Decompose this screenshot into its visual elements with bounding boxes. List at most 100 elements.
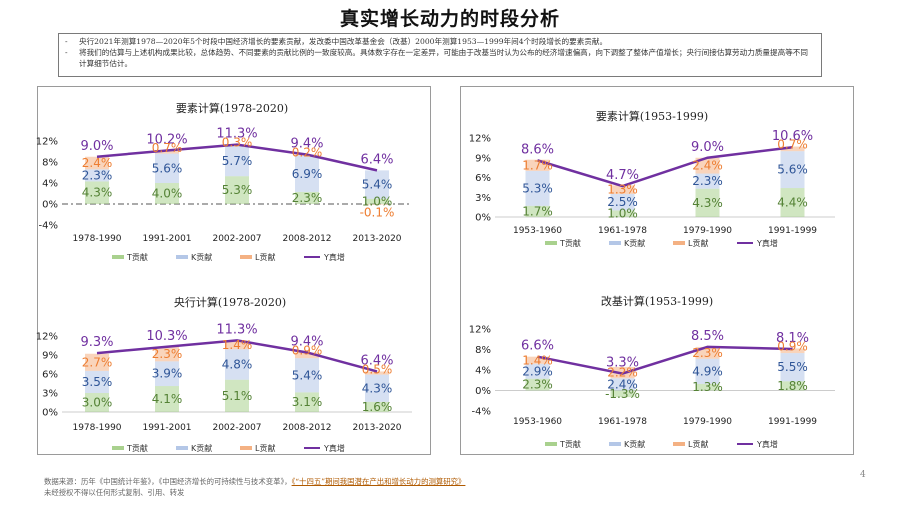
data-label-T: 1.0% bbox=[607, 207, 638, 221]
data-label-Y: 8.6% bbox=[521, 142, 554, 157]
data-label-K: 5.6% bbox=[152, 161, 183, 175]
x-tick-label: 1978-1990 bbox=[72, 234, 121, 244]
data-label-L: 0.2% bbox=[292, 146, 323, 160]
data-label-T: 4.1% bbox=[152, 392, 183, 406]
legend-label: L贡献 bbox=[255, 443, 275, 453]
data-label-T: 4.0% bbox=[152, 187, 183, 201]
y-tick-label: 4% bbox=[42, 179, 58, 190]
data-label-K: 2.5% bbox=[607, 195, 638, 209]
data-label-L: 2.3% bbox=[152, 347, 183, 361]
bar-K-3 bbox=[780, 353, 805, 382]
x-tick-label: 1991-1999 bbox=[768, 226, 817, 236]
bar-L-3 bbox=[780, 348, 805, 354]
bar-T-0 bbox=[85, 181, 109, 204]
source-note: 数据来源：历年《中国统计年鉴》，《中国经济增长的可持续性与技术变革》，《“十四五… bbox=[44, 476, 744, 498]
data-label-T: 4.3% bbox=[82, 186, 113, 200]
bar-L-2 bbox=[695, 157, 720, 174]
data-label-Y: 9.3% bbox=[80, 335, 113, 350]
y-tick-label: -4% bbox=[472, 407, 491, 418]
data-label-Y: 6.4% bbox=[360, 353, 393, 368]
y-tick-label: -4% bbox=[39, 221, 58, 232]
x-tick-label: 1978-1990 bbox=[72, 423, 121, 433]
data-label-Y: 6.6% bbox=[521, 339, 554, 354]
data-label-T: 1.3% bbox=[692, 380, 723, 394]
y-tick-label: 12% bbox=[36, 332, 58, 343]
data-label-K: 2.3% bbox=[82, 168, 113, 182]
bar-K-2 bbox=[225, 146, 249, 177]
legend-label: K贡献 bbox=[191, 252, 212, 262]
data-label-Y: 8.5% bbox=[691, 329, 724, 344]
legend-label: Y真增 bbox=[323, 443, 345, 453]
y-tick-label: 0% bbox=[475, 213, 491, 224]
y-tick-label: 8% bbox=[42, 158, 58, 169]
bar-L-4 bbox=[365, 371, 389, 375]
bar-T-1 bbox=[610, 210, 635, 217]
bar-T-4 bbox=[365, 401, 389, 412]
bar-K-2 bbox=[695, 358, 720, 384]
bar-L-4 bbox=[365, 204, 389, 205]
data-label-L: 0.5% bbox=[362, 362, 393, 376]
note-item: - 将我们的估算与上述机构成果比较，总体趋势、不同要素的贡献比例的一致度较高。具… bbox=[65, 47, 815, 69]
y-tick-label: 12% bbox=[36, 137, 58, 148]
bar-T-3 bbox=[780, 188, 805, 217]
data-label-Y: 4.7% bbox=[606, 168, 639, 183]
data-label-L: 1.4% bbox=[222, 338, 253, 352]
x-tick-label: 2002-2007 bbox=[212, 234, 261, 244]
legend-label: Y真增 bbox=[323, 252, 345, 262]
bar-K-3 bbox=[295, 358, 319, 393]
chart-title: 要素计算(1953-1999) bbox=[596, 109, 708, 123]
source-link[interactable]: 《“十四五”期间我国潜在产出和增长动力的测算研究》 bbox=[291, 477, 466, 486]
x-tick-label: 2008-2012 bbox=[282, 423, 331, 433]
data-label-Y: 9.4% bbox=[290, 137, 323, 152]
x-tick-label: 1953-1960 bbox=[513, 417, 562, 427]
legend-label: Y真增 bbox=[756, 439, 778, 449]
data-label-K: 5.7% bbox=[222, 154, 253, 168]
data-label-K: 2.4% bbox=[607, 377, 638, 391]
line-Y bbox=[537, 145, 793, 188]
bar-L-0 bbox=[525, 356, 550, 364]
bar-K-1 bbox=[155, 153, 179, 183]
data-label-K: 2.9% bbox=[522, 364, 553, 378]
bar-K-3 bbox=[295, 155, 319, 192]
legend-label: L贡献 bbox=[255, 252, 275, 262]
x-tick-label: 1991-2001 bbox=[142, 234, 191, 244]
data-label-K: 3.9% bbox=[152, 367, 183, 381]
source-prefix: 数据来源：历年《中国统计年鉴》，《中国经济增长的可持续性与技术变革》， bbox=[44, 477, 292, 486]
x-tick-label: 2013-2020 bbox=[352, 423, 401, 433]
data-label-Y: 9.0% bbox=[691, 140, 724, 155]
data-label-L: 0.9% bbox=[292, 343, 323, 357]
note-text: 将我们的估算与上述机构成果比较，总体趋势、不同要素的贡献比例的一致度较高。具体数… bbox=[79, 48, 808, 68]
bar-L-3 bbox=[780, 146, 805, 152]
bar-K-0 bbox=[85, 169, 109, 182]
data-label-Y: 10.2% bbox=[146, 132, 187, 147]
bar-L-0 bbox=[525, 159, 550, 171]
data-label-T: 4.4% bbox=[777, 196, 808, 210]
bar-K-0 bbox=[85, 370, 109, 393]
y-tick-label: 6% bbox=[42, 370, 58, 381]
data-label-L: 0.7% bbox=[777, 138, 808, 152]
x-tick-label: 1991-2001 bbox=[142, 423, 191, 433]
legend-label: L贡献 bbox=[688, 439, 708, 449]
data-label-L: 1.3% bbox=[607, 183, 638, 197]
x-tick-label: 1953-1960 bbox=[513, 226, 562, 236]
data-label-K: 5.4% bbox=[362, 178, 393, 192]
data-label-K: 5.3% bbox=[522, 181, 553, 195]
x-tick-label: 1961-1978 bbox=[598, 417, 647, 427]
data-label-K: 4.3% bbox=[362, 381, 393, 395]
data-label-L: 0.7% bbox=[152, 141, 183, 155]
data-label-K: 5.5% bbox=[777, 360, 808, 374]
data-label-L: 2.2% bbox=[607, 366, 638, 380]
line-Y bbox=[537, 345, 793, 375]
data-label-Y: 8.1% bbox=[776, 331, 809, 346]
bar-K-0 bbox=[525, 363, 550, 379]
bar-L-0 bbox=[85, 353, 109, 371]
bar-T-1 bbox=[155, 386, 179, 412]
bar-T-1 bbox=[155, 183, 179, 204]
y-tick-label: 12% bbox=[469, 325, 491, 336]
data-label-T: 1.0% bbox=[362, 194, 393, 208]
data-label-T: 5.3% bbox=[222, 183, 253, 197]
legend-label: K贡献 bbox=[624, 238, 645, 248]
x-tick-label: 1991-1999 bbox=[768, 417, 817, 427]
